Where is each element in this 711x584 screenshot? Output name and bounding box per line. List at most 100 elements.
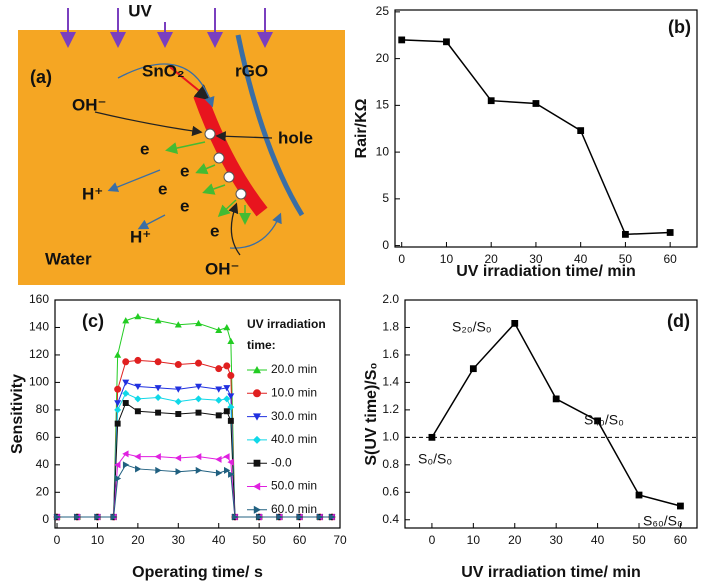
data-point [134,312,142,320]
x-tick-label: 70 [333,533,347,547]
y-tick-label: 60 [36,430,50,444]
water-label: Water [45,249,92,268]
y-tick-label: 1.2 [382,402,399,416]
uv-label: UV [128,1,152,20]
y-tick-label: 140 [29,320,49,334]
plot-frame [394,9,698,248]
legend-label: -0.0 [271,455,292,469]
legend-marker [253,389,261,398]
oh-label: OH⁻ [72,95,106,114]
data-point [174,386,182,393]
uv-arrows [60,8,273,48]
y-tick-label: 0.8 [382,457,399,471]
hole-label: hole [278,128,313,147]
data-point [511,319,519,327]
data-point [577,127,585,135]
y-axis-label: Sensitivity [9,374,26,454]
x-tick-label: 10 [440,252,454,266]
data-point [94,513,101,521]
annotation: S₄₀/S₀ [584,412,624,428]
data-point [174,398,182,406]
electron-arrows [165,141,251,225]
annotation: S₀/S₀ [418,451,452,467]
electron-label: e [140,139,149,158]
legend-marker [253,366,261,374]
electron-label: e [210,221,219,240]
data-point [155,409,162,416]
series-line [57,381,332,518]
rgo-label: rGO [235,61,268,80]
x-tick-label: 0 [398,252,405,266]
data-point [195,453,202,461]
data-point [134,356,142,364]
y-tick-label: 25 [376,4,390,18]
data-point [74,513,81,521]
y-tick-label: 0 [42,512,49,526]
data-point [215,365,223,373]
data-point [114,420,121,427]
legend-label: 50.0 min [271,479,317,493]
data-point [487,97,495,105]
x-tick-label: 60 [293,533,307,547]
data-point [224,466,231,474]
series-line [431,322,681,507]
data-point [134,453,141,461]
legend-title: time: [247,338,276,352]
x-tick-label: 30 [529,252,543,266]
x-axis-label: Operating time/ s [132,564,263,581]
data-point [256,513,263,521]
y-tick-label: 1.8 [382,320,399,334]
x-tick-label: 30 [172,533,186,547]
x-tick-label: 50 [252,533,266,547]
data-point [666,229,674,236]
electron-label: e [180,161,189,180]
data-point [677,502,684,510]
arrows [94,63,282,256]
diagram-a: UV (a) SnO₂ rGO OH⁻ hole e e e [18,1,345,285]
legend-label: 20.0 min [271,362,317,376]
data-point [622,230,629,238]
sno2-layer [193,92,268,217]
panel-label: (d) [667,311,690,331]
chart-panel: 0 10 20 30 40 50 60 0.4 0.6 0.8 1.0 1.2 1.4 1.6 1.8 2.0… [363,292,698,581]
data-point [223,362,231,370]
data-point [122,379,130,386]
x-tick-label: 20 [508,533,522,547]
data-point [215,386,223,393]
x-tick-label: 20 [485,252,499,266]
data-point [329,513,336,521]
y-axis-label: Rair/KΩ [353,98,370,158]
x-tick-label: 40 [591,533,605,547]
data-point [276,513,283,521]
data-point [110,513,118,521]
data-point [215,455,222,463]
y-tick-label: 20 [36,484,50,498]
data-point [134,395,142,403]
data-point [174,321,182,328]
legend-marker [253,482,261,491]
data-point [122,358,130,366]
x-axis-label: UV irradiation time/ min [461,564,641,581]
data-point [122,400,129,406]
data-point [195,383,203,391]
x-tick-label: 60 [663,252,677,266]
data-point [215,469,223,477]
data-point [594,417,601,425]
x-tick-label: 60 [674,533,688,547]
data-point [223,395,231,403]
data-point [154,317,162,324]
data-point [227,337,235,345]
data-point [135,465,142,473]
water-box [18,30,345,285]
annotation: S₆₀/S₀ [643,513,683,529]
legend-marker [253,459,261,467]
x-tick-label: 0 [429,533,436,547]
data-point [134,408,141,415]
y-tick-label: 0.4 [382,512,399,526]
data-point [532,100,540,107]
data-point [469,365,477,373]
data-point [114,475,122,483]
y-tick-label: 0.6 [382,484,399,498]
panel-label: (c) [82,311,104,331]
